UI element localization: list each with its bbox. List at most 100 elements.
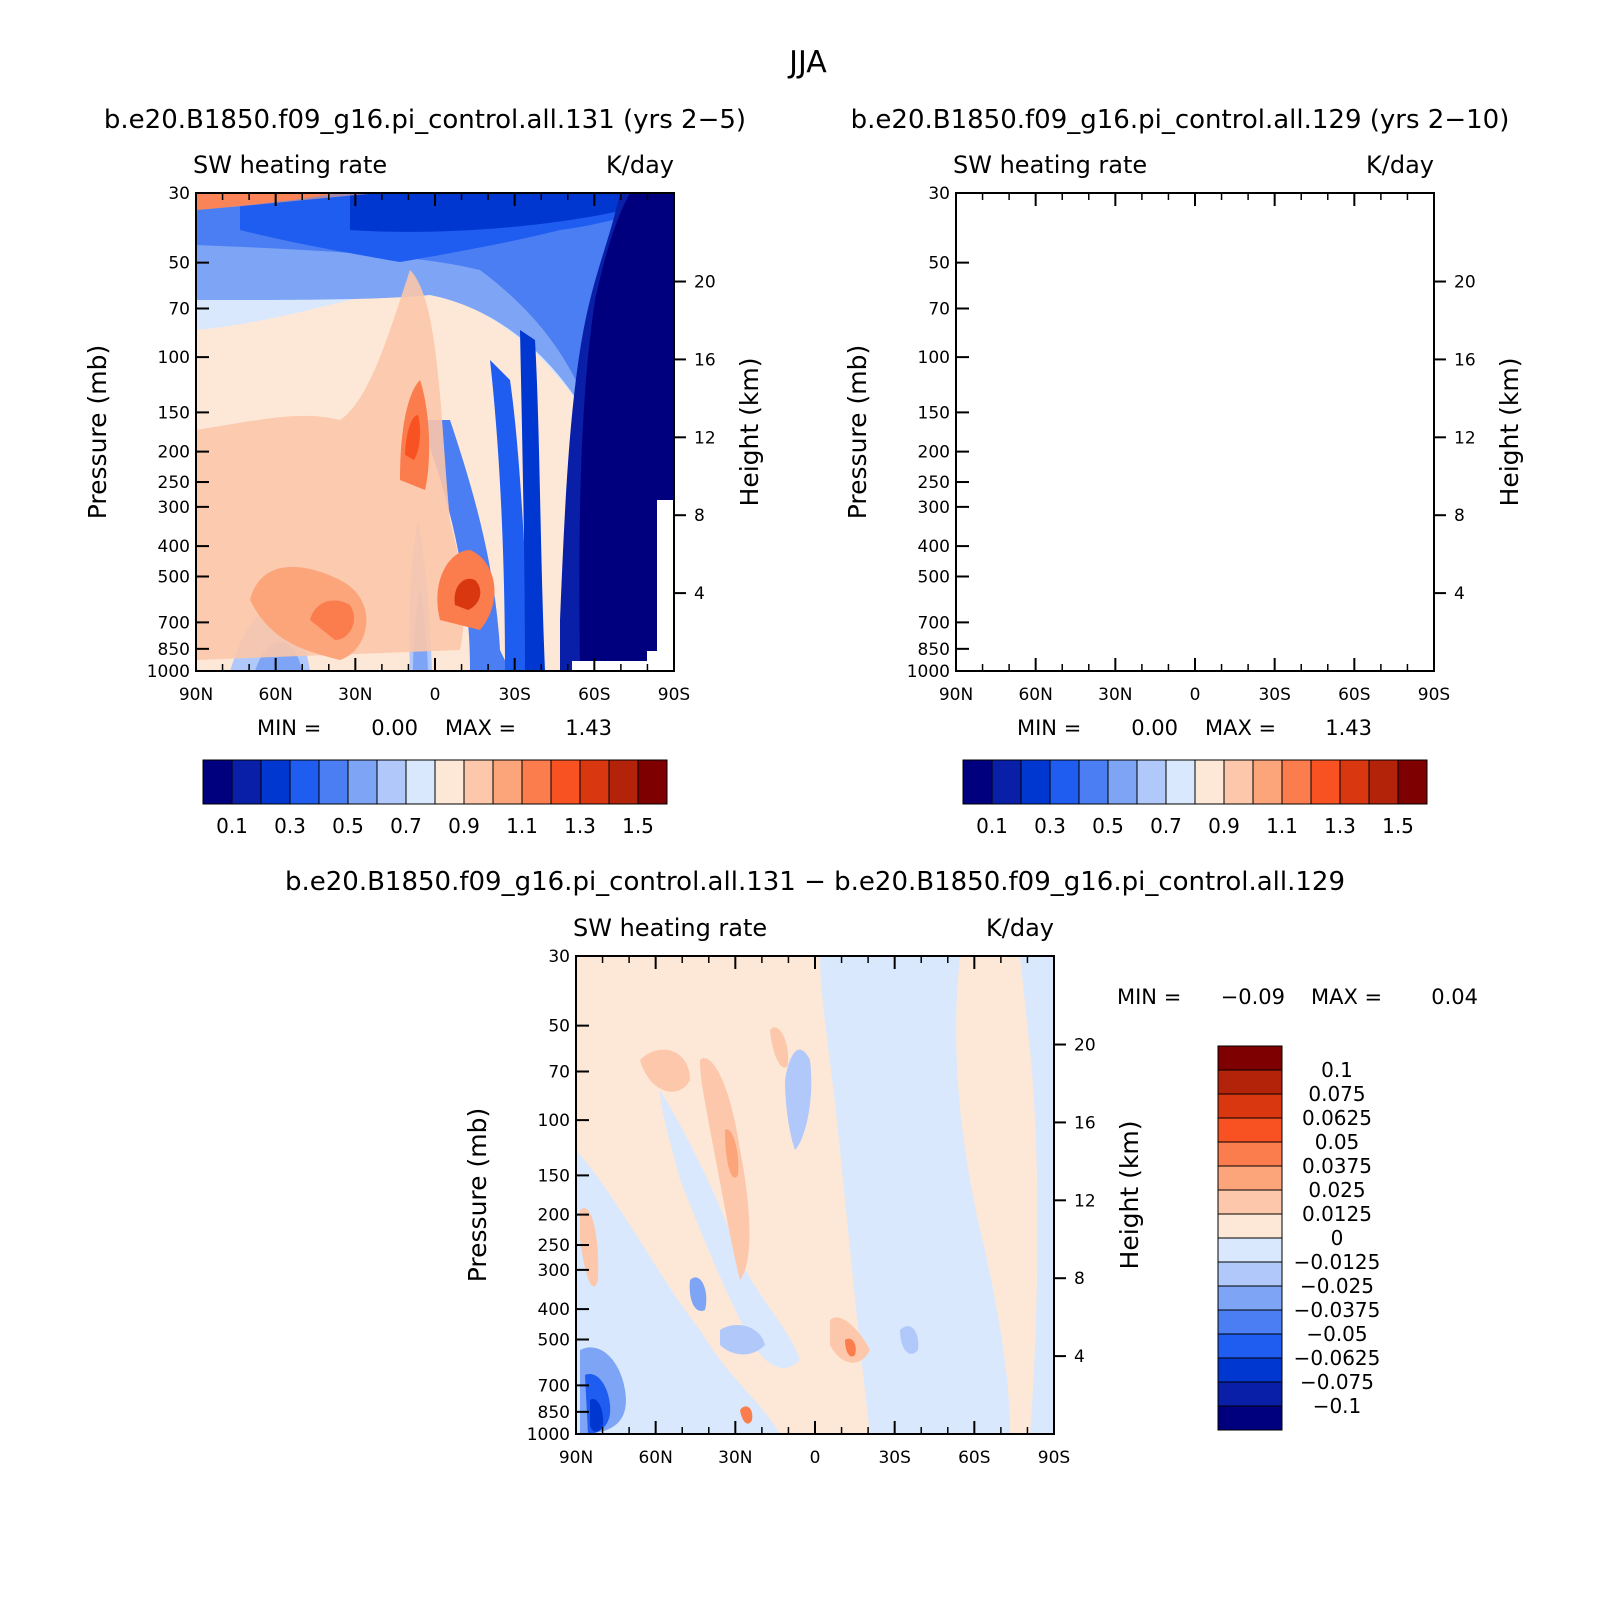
p2-xtick-label-6: 90S [1418, 685, 1450, 705]
p3-ytick-label-5: 200 [538, 1206, 570, 1226]
p3-cb-box-15 [1217, 1405, 1283, 1431]
p3-cb-label-14: −0.1 [1313, 1394, 1362, 1418]
p1-cb-label-4: 0.9 [448, 814, 480, 838]
panel-2-blue-mid-3 [1280, 330, 1305, 671]
p3-htick-label-3: 8 [1074, 1269, 1085, 1289]
panel-1-units-label: K/day [606, 151, 674, 179]
p3-xtick-label-2: 30N [718, 1448, 752, 1468]
panel-3: b.e20.B1850.f09_g16.pi_control.all.131 −… [285, 867, 1478, 1468]
panel-3-title: b.e20.B1850.f09_g16.pi_control.all.131 −… [285, 867, 1345, 897]
p3-ytick-label-0: 30 [548, 947, 570, 967]
p2-ytick-label-12: 1000 [907, 662, 950, 682]
p2-ytick-label-0: 30 [928, 184, 950, 204]
p3-htick-label-4: 4 [1074, 1347, 1085, 1367]
panel-1-warm-1 [196, 270, 465, 660]
p1-cb-label-5: 1.1 [506, 814, 538, 838]
panel-3-neg-polar-3 [590, 1399, 604, 1432]
p2-cb-label-4: 0.9 [1208, 814, 1240, 838]
panel-3-max-label: MAX = [1311, 985, 1382, 1009]
p1-ytick-label-10: 700 [158, 613, 190, 633]
p1-ytick-label-6: 250 [158, 473, 190, 493]
figure-title: JJA [787, 45, 827, 80]
p2-cb-box-8 [1194, 759, 1225, 805]
p3-xtick-label-0: 90N [559, 1448, 593, 1468]
p2-cb-box-13 [1339, 759, 1370, 805]
panel-2-field-label: SW heating rate [953, 151, 1147, 179]
p3-cb-label-11: −0.05 [1306, 1322, 1367, 1346]
panel-1-max-label: MAX = [445, 716, 516, 740]
panel-3-neg-small-1 [785, 1049, 812, 1150]
p3-cb-label-1: 0.075 [1308, 1082, 1365, 1106]
p3-cb-box-5 [1217, 1165, 1283, 1191]
p3-xtick-label-3: 0 [810, 1448, 821, 1468]
panel-2-warm-7 [1070, 600, 1114, 640]
p1-cb-label-7: 1.5 [622, 814, 654, 838]
panel-2-low-blue [990, 610, 1070, 671]
p1-cb-box-11 [521, 759, 552, 805]
p2-ytick-label-5: 200 [918, 443, 950, 463]
panel-3-neg-small-4 [689, 1277, 707, 1311]
panel-1-band-blue-2 [196, 193, 674, 520]
p2-ytick-label-8: 400 [918, 537, 950, 557]
p3-ytick-label-9: 500 [538, 1331, 570, 1351]
p3-cb-label-5: 0.025 [1308, 1178, 1365, 1202]
p2-ytick-label-7: 300 [918, 498, 950, 518]
panel-2-title: b.e20.B1850.f09_g16.pi_control.all.129 (… [851, 105, 1510, 135]
panel-1-max-value: 1.43 [565, 716, 612, 740]
p3-xtick-label-4: 30S [878, 1448, 910, 1468]
p3-cb-box-8 [1217, 1237, 1283, 1263]
p2-cb-box-12 [1310, 759, 1341, 805]
panel-2-min-value: 0.00 [1131, 716, 1178, 740]
p3-cb-box-11 [1217, 1309, 1283, 1335]
panel-3-field-label: SW heating rate [573, 914, 767, 942]
p2-htick-label-0: 20 [1454, 273, 1476, 293]
panel-2-warm-6 [1010, 567, 1126, 660]
p3-cb-label-7: 0 [1331, 1226, 1344, 1250]
p3-cb-label-9: −0.025 [1300, 1274, 1374, 1298]
panel-3-min-label: MIN = [1117, 985, 1181, 1009]
p1-cb-label-2: 0.5 [332, 814, 364, 838]
p2-ytick-label-9: 500 [918, 568, 950, 588]
p1-cb-box-10 [492, 759, 523, 805]
p1-cb-box-14 [608, 759, 639, 805]
p3-ytick-label-3: 100 [538, 1111, 570, 1131]
p3-ytick-label-12: 1000 [527, 1425, 570, 1445]
panel-1-colorbar: 0.1 0.3 0.5 0.7 0.9 1.1 1.3 1.5 [202, 759, 668, 838]
panel-3-neg-small-2 [720, 1325, 765, 1355]
p1-ytick-label-9: 500 [158, 568, 190, 588]
panel-1-blue-mid-2 [490, 360, 530, 671]
p3-cb-label-4: 0.0375 [1302, 1154, 1372, 1178]
p1-cb-label-6: 1.3 [564, 814, 596, 838]
p3-cb-box-12 [1217, 1333, 1283, 1359]
panel-3-ylabel: Pressure (mb) [463, 1108, 492, 1282]
panel-3-pos-1 [640, 1049, 690, 1092]
panel-2-eq-blue [1169, 520, 1192, 671]
p1-cb-box-7 [405, 759, 436, 805]
panel-1: b.e20.B1850.f09_g16.pi_control.all.131 (… [83, 105, 764, 838]
p3-ytick-label-4: 150 [538, 1166, 570, 1186]
p1-ytick-label-0: 30 [168, 184, 190, 204]
panel-3-neg-small-3 [900, 1326, 919, 1354]
p3-cb-label-13: −0.075 [1300, 1370, 1374, 1394]
p3-cb-box-9 [1217, 1261, 1283, 1287]
panel-2-max-label: MAX = [1205, 716, 1276, 740]
p2-ytick-label-4: 150 [918, 403, 950, 423]
p1-ytick-label-2: 70 [168, 300, 190, 320]
p3-cb-box-13 [1217, 1357, 1283, 1383]
panel-2-warm-5 [1215, 579, 1241, 610]
p1-ytick-label-8: 400 [158, 537, 190, 557]
p1-xtick-label-1: 60N [258, 685, 292, 705]
p2-ytick-label-10: 700 [918, 613, 950, 633]
p1-ytick-label-4: 150 [158, 403, 190, 423]
panel-3-min-value: −0.09 [1221, 985, 1285, 1009]
panel-2-warm-4 [1197, 550, 1254, 630]
p3-xtick-label-5: 60S [958, 1448, 990, 1468]
p1-cb-label-1: 0.3 [274, 814, 306, 838]
panel-2-band-light-blue [956, 193, 1434, 520]
panel-2-missing [1332, 500, 1434, 671]
p3-cb-label-3: 0.05 [1315, 1130, 1360, 1154]
p1-cb-box-13 [579, 759, 610, 805]
